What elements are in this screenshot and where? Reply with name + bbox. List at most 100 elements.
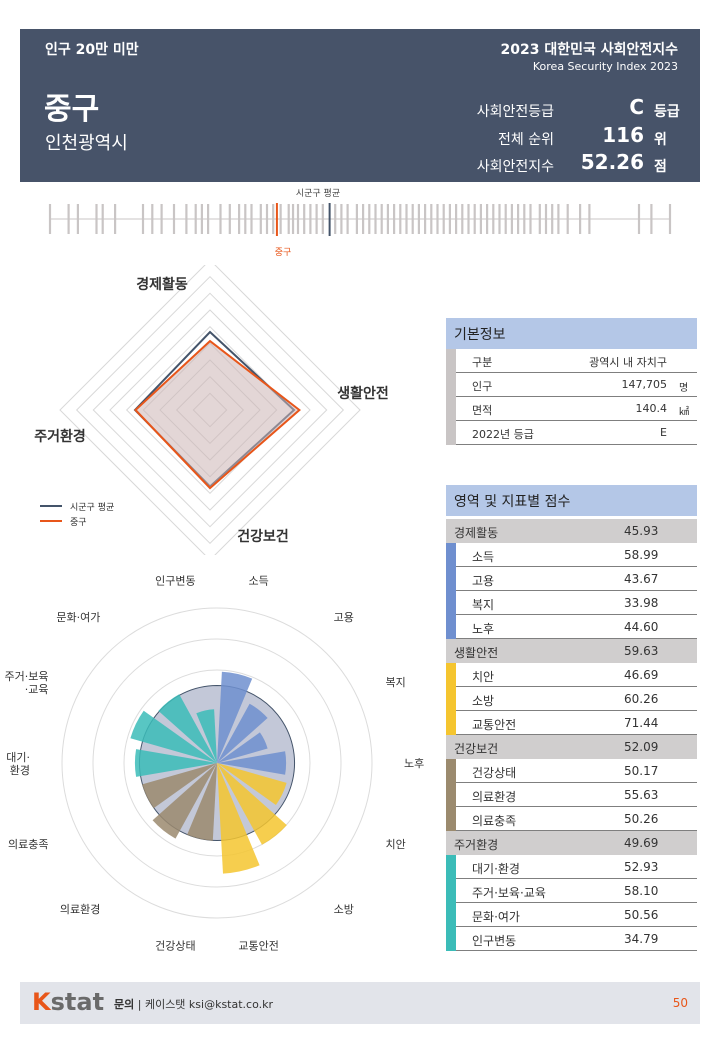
rank-ticks [48, 204, 672, 234]
grade-label: 사회안전등급 [476, 104, 554, 120]
indicator-name: 복지 [472, 598, 495, 612]
rank-label: 전체 순위 [498, 132, 554, 148]
polar-grid-ring [123, 669, 311, 857]
polar-label: 소방 [334, 903, 354, 916]
basic-info-key: 구분 [472, 356, 493, 369]
indicator-score-row: 문화·여가 50.56 [446, 903, 697, 927]
domain-score: 52.09 [624, 740, 659, 754]
polar-bar [217, 763, 260, 874]
domain-color-marker [446, 567, 456, 591]
indicator-name: 노후 [472, 622, 495, 636]
indicator-score-row: 의료환경 55.63 [446, 783, 697, 807]
indicator-score: 60.26 [624, 692, 659, 706]
basic-info-row: 2022년 등급 E [446, 421, 697, 445]
radar-axis-label: 건강보건 [237, 528, 289, 545]
page-number: 50 [672, 996, 688, 1010]
indicator-name: 주거·보육·교육 [472, 886, 546, 900]
polar-bar [187, 763, 217, 841]
domain-color-marker [446, 615, 456, 639]
row-marker [446, 421, 456, 445]
polar-bar [217, 763, 287, 805]
polar-bar [142, 763, 217, 809]
basic-info-value: 광역시 내 자치구 [589, 356, 667, 369]
index-label: 사회안전지수 [476, 159, 554, 175]
radar-grid-ring [92, 292, 328, 528]
polar-label: 문화·여가 [56, 611, 100, 624]
domain-score-row: 주거환경 49.69 [446, 831, 697, 855]
radar-grid-ring [75, 275, 345, 545]
rank-value: 116 [602, 123, 644, 147]
basic-info-key: 인구 [472, 380, 493, 393]
polar-bar [158, 694, 217, 763]
polar-bar [152, 763, 217, 839]
indicator-score: 46.69 [624, 668, 659, 682]
domain-score-row: 생활안전 59.63 [446, 639, 697, 663]
indicator-score: 50.56 [624, 908, 659, 922]
indicator-score-row: 소득 58.99 [446, 543, 697, 567]
avg-marker-label: 시군구 평균 [296, 188, 340, 199]
indicator-score-row: 고용 43.67 [446, 567, 697, 591]
domain-score: 49.69 [624, 836, 659, 850]
indicator-score: 44.60 [624, 620, 659, 634]
basic-info-value: E [660, 426, 667, 439]
grade-unit: 등급 [654, 104, 680, 120]
radar-series-self [134, 339, 301, 490]
indicator-name: 의료환경 [472, 790, 517, 804]
radar-grid-ring [59, 265, 361, 555]
polar-bar [217, 671, 253, 763]
polar-label: 고용 [334, 611, 354, 624]
contact-info: 문의 | 케이스탯 ksi@kstat.co.kr [114, 998, 274, 1011]
domain-color-marker [446, 543, 456, 567]
indicator-score: 71.44 [624, 716, 659, 730]
domain-score-row: 건강보건 52.09 [446, 735, 697, 759]
polar-bar [196, 709, 217, 763]
indicator-score-row: 건강상태 50.17 [446, 759, 697, 783]
rank-row: 전체 순위 116 위 [440, 123, 700, 151]
polar-bar [217, 751, 287, 775]
indicator-name: 고용 [472, 574, 495, 588]
domain-color-marker [446, 663, 456, 687]
polar-bar [130, 710, 217, 763]
indicator-score: 33.98 [624, 596, 659, 610]
radar-chart: 경제활동 생활안전 건강보건 주거환경 시군구 평균 중구 [34, 265, 389, 555]
polar-bar [134, 749, 217, 777]
indicator-score: 58.10 [624, 884, 659, 898]
domain-score: 59.63 [624, 644, 659, 658]
domain-color-marker [446, 903, 456, 927]
domain-color-marker [446, 591, 456, 615]
domain-name: 생활안전 [454, 646, 499, 660]
polar-label: 의료충족 [8, 838, 48, 851]
polar-label: 복지 [386, 676, 406, 689]
polar-label: 대기· 환경 [6, 751, 30, 777]
radar-grid-ring [125, 325, 295, 495]
indicator-score: 34.79 [624, 932, 659, 946]
domain-name: 건강보건 [454, 742, 499, 756]
polar-bar [217, 763, 287, 845]
indicator-score-row: 복지 33.98 [446, 591, 697, 615]
polar-label: 주거·보육 ·교육 [5, 670, 49, 696]
polar-label: 교통안전 [238, 939, 278, 952]
basic-info-unit: 명 [679, 383, 689, 394]
report-title: 2023 대한민국 사회안전지수 [500, 42, 678, 58]
index-unit: 점 [654, 159, 667, 175]
indicator-score: 58.99 [624, 548, 659, 562]
basic-info-row: 면적 140.4 ㎢ [446, 397, 697, 421]
indicator-score: 43.67 [624, 572, 659, 586]
polar-label: 소득 [248, 575, 268, 588]
domain-color-marker [446, 711, 456, 735]
row-marker [446, 349, 456, 373]
indicator-score-row: 주거·보육·교육 58.10 [446, 879, 697, 903]
domain-color-marker [446, 687, 456, 711]
indicator-score-row: 대기·환경 52.93 [446, 855, 697, 879]
domain-color-marker [446, 807, 456, 831]
district-name: 중구 [44, 92, 100, 127]
polar-label: 노후 [404, 757, 424, 770]
radar-grid-ring [109, 309, 311, 511]
polar-bar [217, 703, 268, 763]
indicator-score-row: 교통안전 71.44 [446, 711, 697, 735]
indicator-score-row: 인구변동 34.79 [446, 927, 697, 951]
footer: Kstat 문의 | 케이스탯 ksi@kstat.co.kr 50 [20, 982, 700, 1024]
index-row: 사회안전지수 52.26 점 [440, 150, 700, 178]
indicator-name: 의료충족 [472, 814, 517, 828]
